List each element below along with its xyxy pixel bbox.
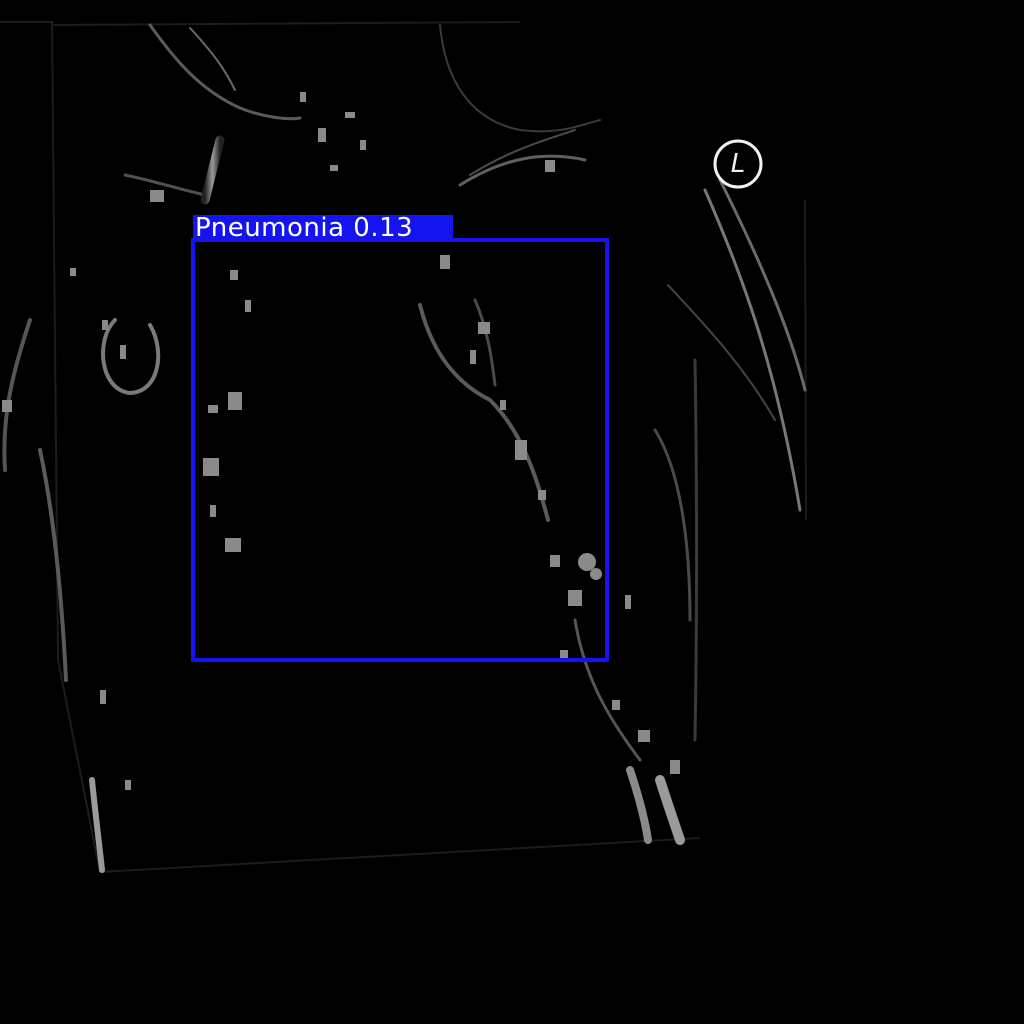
detection-box (191, 238, 609, 662)
film-edges (0, 21, 807, 873)
detection-label: Pneumonia 0.13 (193, 215, 453, 241)
anatomy-contours (2, 23, 807, 873)
side-marker (713, 139, 763, 189)
tissue-speckles (2, 92, 680, 790)
side-marker-text: L (730, 149, 746, 179)
